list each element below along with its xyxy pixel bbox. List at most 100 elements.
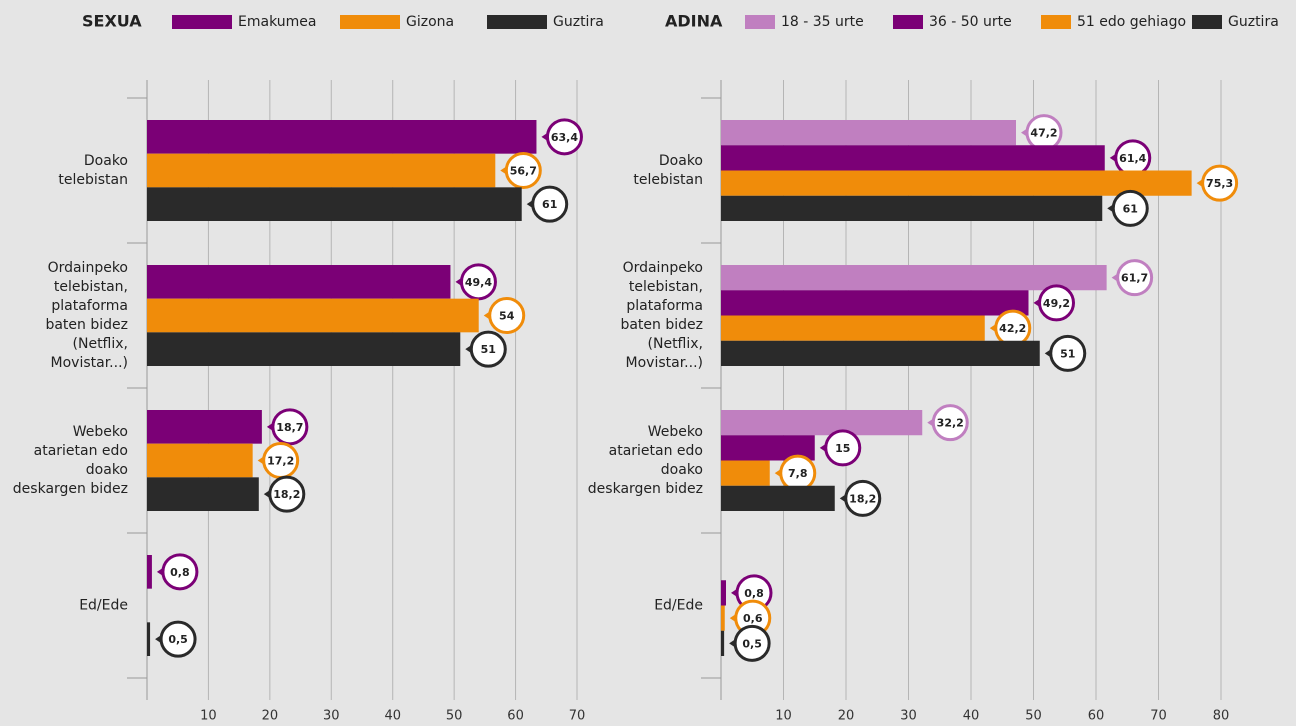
bar [721, 265, 1107, 291]
bar [147, 477, 259, 511]
data-label: 61 [542, 198, 557, 211]
data-label: 42,2 [999, 322, 1026, 335]
data-label: 0,8 [744, 587, 764, 600]
bar [721, 410, 923, 436]
legend-swatch [893, 15, 923, 29]
x-tick-label: 30 [323, 709, 340, 724]
data-label: 61,7 [1121, 272, 1148, 285]
x-tick-label: 50 [446, 709, 463, 724]
label-bubble [1111, 189, 1149, 227]
bar [147, 410, 262, 444]
bar [721, 145, 1105, 171]
category-label: Ordainpeko telebistan, plataforma baten … [620, 259, 703, 371]
data-label: 15 [835, 442, 850, 455]
bar [147, 443, 253, 478]
data-label: 61,4 [1119, 152, 1146, 165]
category-label: Webeko atarietan edo doako deskargen bid… [12, 423, 128, 497]
category-label: Doako telebistan [58, 152, 128, 188]
data-label: 51 [1060, 347, 1075, 360]
data-label: 18,7 [276, 421, 303, 434]
x-tick-label: 70 [1150, 709, 1167, 724]
bar [147, 153, 496, 188]
legend-title: SEXUA [82, 12, 142, 31]
legend-label: 18 - 35 urte [781, 14, 864, 30]
bar [147, 555, 152, 589]
label-bubble [844, 479, 882, 517]
label-bubble [1049, 334, 1087, 372]
data-label: 75,3 [1206, 177, 1233, 190]
x-tick-label: 60 [507, 709, 524, 724]
label-bubble [488, 297, 526, 334]
bar [721, 170, 1192, 196]
x-tick-label: 10 [200, 709, 217, 724]
legend-label: Gizona [406, 14, 454, 30]
x-tick-label: 10 [775, 709, 792, 724]
category-label: Ed/Ede [654, 597, 703, 613]
label-bubble [159, 620, 197, 658]
label-bubble [161, 553, 199, 591]
data-label: 18,2 [273, 488, 300, 501]
legend-title: ADINA [665, 12, 723, 31]
data-label: 56,7 [510, 165, 537, 178]
label-bubble [531, 185, 569, 223]
legend-label: Emakumea [238, 14, 316, 30]
legend-label: 36 - 50 urte [929, 14, 1012, 30]
bar [147, 332, 461, 366]
x-tick-label: 40 [384, 709, 401, 724]
x-tick-label: 30 [900, 709, 917, 724]
data-label: 0,5 [168, 633, 188, 646]
label-bubble [1201, 164, 1239, 202]
data-label: 47,2 [1030, 127, 1057, 140]
category-label: Webeko atarietan edo doako deskargen bid… [587, 423, 703, 497]
bar [147, 265, 451, 299]
data-label: 51 [481, 343, 496, 356]
data-label: 54 [499, 310, 515, 323]
legend-label: Guztira [1228, 14, 1279, 30]
data-label: 32,2 [937, 417, 964, 430]
bar [721, 120, 1016, 146]
bar [721, 195, 1103, 221]
legend-swatch [1192, 15, 1222, 29]
data-label: 49,4 [465, 276, 492, 289]
bar [721, 460, 770, 486]
bar [721, 630, 725, 656]
legend-label: 51 edo gehiago [1077, 14, 1186, 30]
data-label: 63,4 [551, 131, 578, 144]
label-bubble [469, 330, 507, 368]
x-tick-label: 40 [963, 709, 980, 724]
x-tick-label: 20 [838, 709, 855, 724]
label-bubble [545, 118, 583, 156]
bar [721, 580, 726, 606]
category-label: Doako telebistan [633, 152, 703, 188]
bar [721, 315, 985, 341]
legend-label: Guztira [553, 14, 604, 30]
x-tick-label: 50 [1025, 709, 1042, 724]
x-tick-label: 20 [262, 709, 279, 724]
data-label: 7,8 [788, 467, 808, 480]
legend-swatch [745, 15, 775, 29]
data-label: 18,2 [849, 492, 876, 505]
x-tick-label: 80 [1213, 709, 1230, 724]
bar [721, 340, 1040, 366]
bar [147, 298, 479, 333]
bar [147, 187, 522, 221]
x-tick-label: 60 [1088, 709, 1105, 724]
data-label: 0,5 [742, 637, 762, 650]
category-label: Ed/Ede [79, 597, 128, 613]
bar [721, 605, 725, 631]
data-label: 49,2 [1043, 297, 1070, 310]
bar [721, 485, 835, 511]
label-bubble [271, 408, 309, 446]
data-label: 0,8 [170, 566, 190, 579]
data-label: 17,2 [267, 455, 294, 468]
label-bubble [931, 404, 969, 442]
bar [147, 622, 151, 656]
label-bubble [1038, 284, 1075, 322]
label-bubble [1116, 259, 1154, 297]
legend-swatch [172, 15, 232, 29]
data-label: 0,6 [743, 612, 763, 625]
bar [721, 290, 1029, 316]
category-label: Ordainpeko telebistan, plataforma baten … [45, 259, 128, 371]
